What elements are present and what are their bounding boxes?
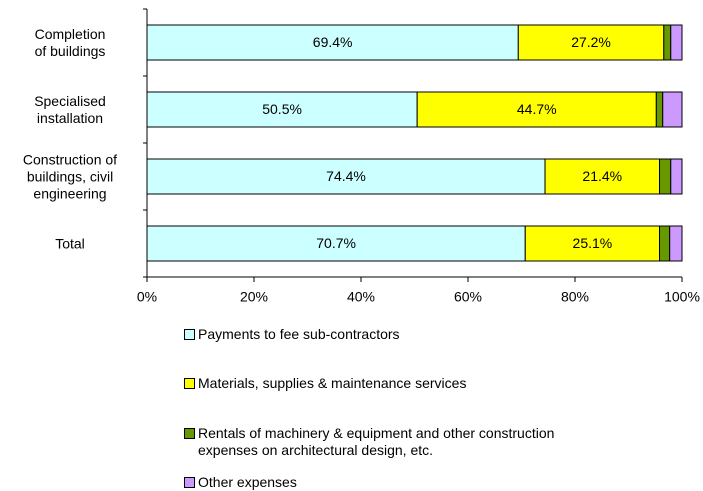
legend-label: Other expenses bbox=[198, 474, 297, 490]
legend-label: Materials, supplies & maintenance servic… bbox=[198, 375, 467, 391]
bar-segment bbox=[659, 158, 672, 195]
bar-segment bbox=[655, 91, 664, 128]
legend-label: Rentals of machinery & equipment and oth… bbox=[198, 425, 555, 458]
bar-segment bbox=[146, 225, 526, 262]
bar-segment bbox=[146, 24, 519, 61]
bar-segment bbox=[524, 225, 661, 262]
bar-segment bbox=[146, 158, 546, 195]
legend-swatch bbox=[184, 428, 195, 439]
bar-segment bbox=[670, 158, 683, 195]
bar-segment bbox=[669, 225, 683, 262]
legend-swatch bbox=[184, 477, 195, 488]
x-tick-label: 40% bbox=[347, 289, 375, 305]
legend-swatch bbox=[184, 378, 195, 389]
bar-segment bbox=[544, 158, 661, 195]
data-label: 44.7% bbox=[517, 101, 557, 117]
bar-segment bbox=[670, 24, 683, 61]
x-tick-label: 80% bbox=[561, 289, 589, 305]
x-tick-label: 100% bbox=[664, 289, 700, 305]
y-tick-label: Completion of buildings bbox=[34, 25, 106, 59]
x-tick-label: 20% bbox=[240, 289, 268, 305]
bar-segment bbox=[659, 225, 671, 262]
legend-swatch bbox=[184, 329, 195, 340]
y-tick-label: Construction of buildings, civil enginee… bbox=[22, 151, 118, 201]
bar-segment bbox=[663, 24, 672, 61]
data-label: 27.2% bbox=[571, 34, 611, 50]
y-tick-label: Specialised installation bbox=[34, 92, 106, 126]
y-tick-label: Total bbox=[55, 235, 85, 251]
data-label: 74.4% bbox=[326, 168, 366, 184]
data-label: 50.5% bbox=[262, 101, 302, 117]
bar-segment bbox=[416, 91, 657, 128]
data-label: 21.4% bbox=[582, 168, 622, 184]
x-tick-label: 60% bbox=[454, 289, 482, 305]
bar-segment bbox=[146, 91, 418, 128]
data-label: 69.4% bbox=[313, 34, 353, 50]
data-label: 70.7% bbox=[316, 235, 356, 251]
x-tick-label: 0% bbox=[137, 289, 157, 305]
bar-segment bbox=[662, 91, 683, 128]
legend-label: Payments to fee sub-contractors bbox=[198, 326, 400, 342]
data-label: 25.1% bbox=[573, 235, 613, 251]
